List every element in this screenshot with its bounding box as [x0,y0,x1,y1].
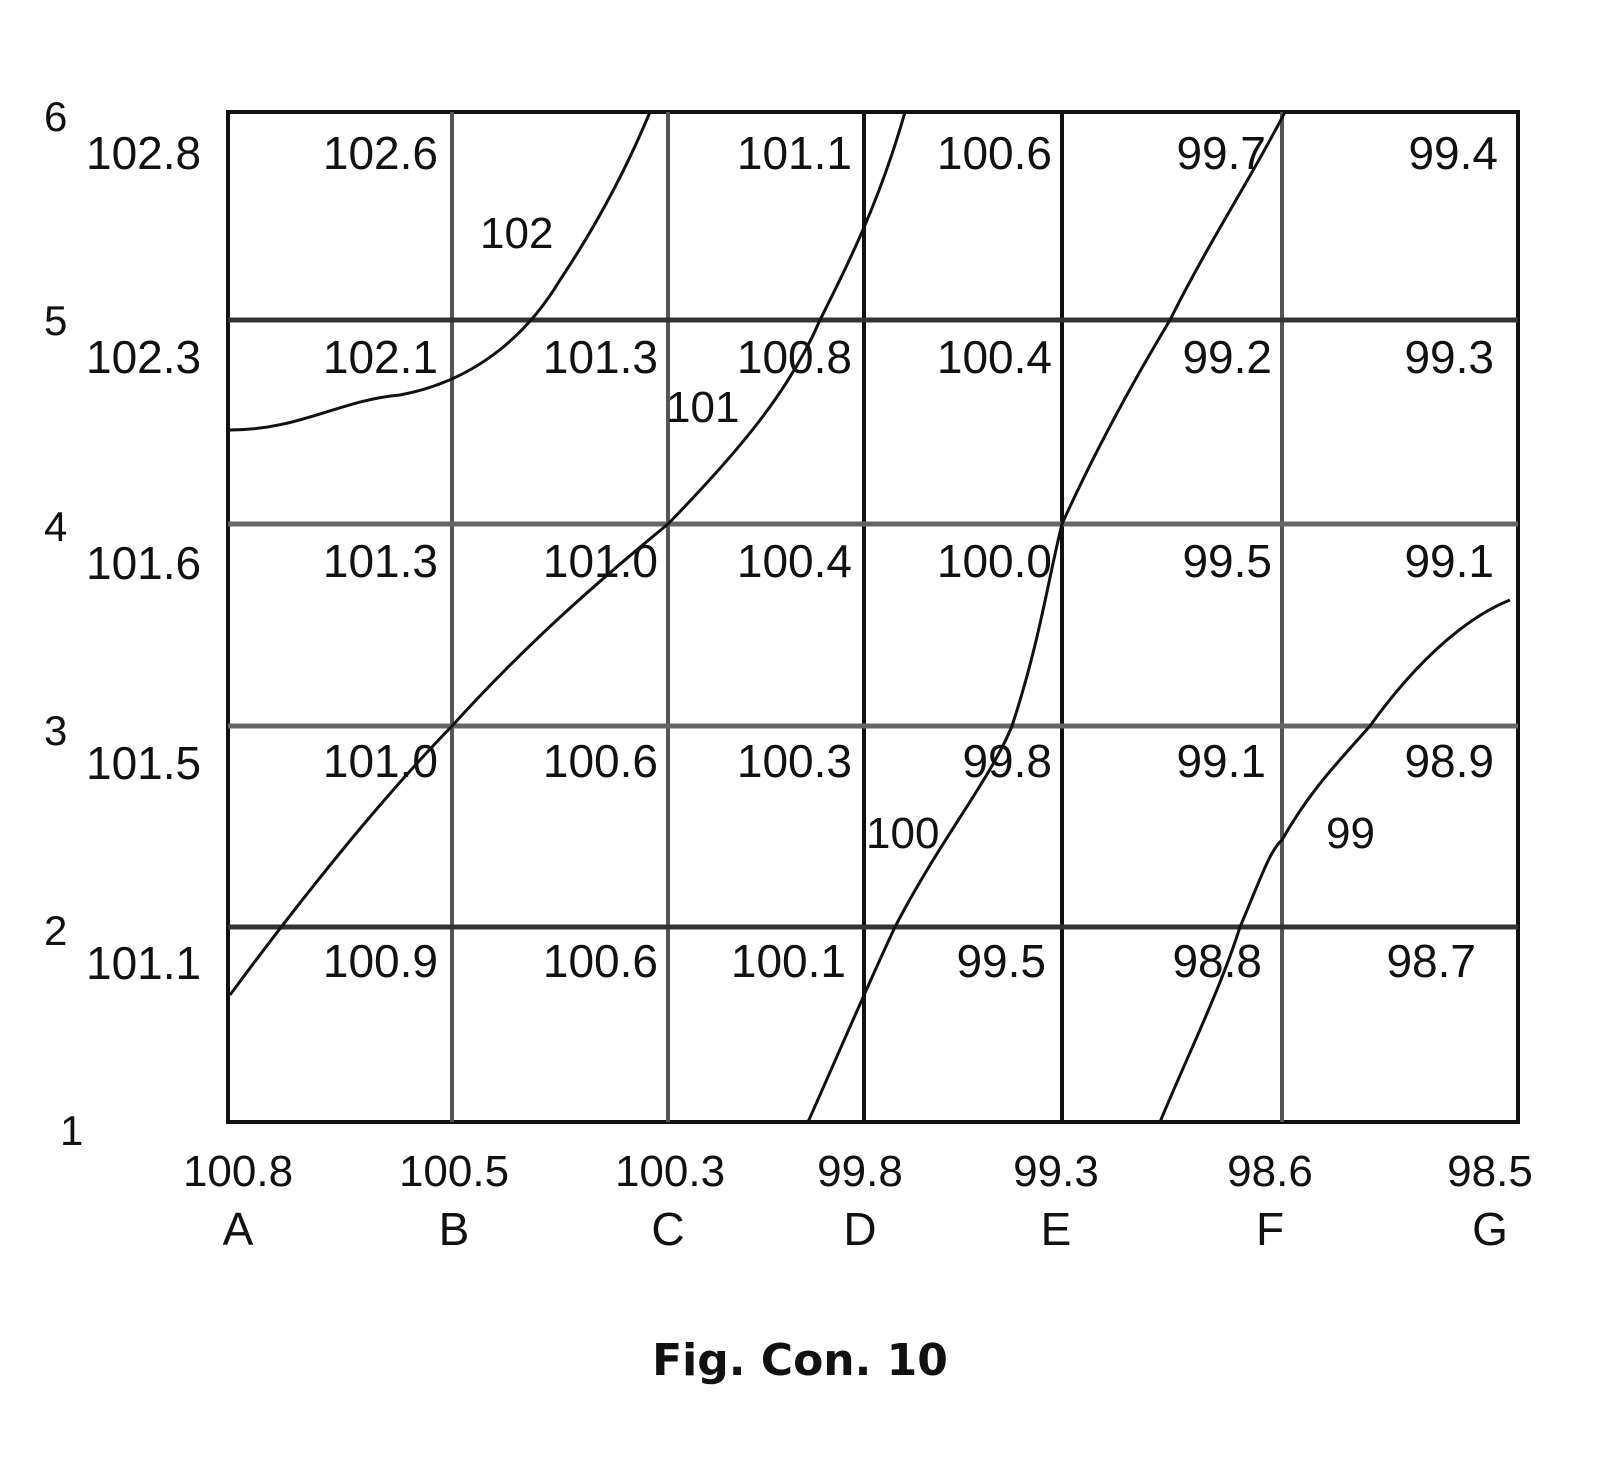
cell-value: 101.0 [542,535,658,587]
cell-value: 101.1 [736,127,852,179]
cell-value: 99.1 [1176,735,1266,787]
grid-frame [226,110,1520,1124]
column-value: 100.8 [182,1147,294,1196]
contour-label: 100 [866,809,940,858]
cell-value: 100.1 [730,935,846,987]
cell-value: 100.4 [936,331,1052,383]
figure-caption: Fig. Con. 10 [652,1335,948,1386]
column-letter: G [1472,1203,1508,1255]
cell-value: 98.7 [1386,935,1476,987]
cell-value: 99.5 [1182,535,1272,587]
cell-value: 101.0 [322,735,438,787]
row-value: 101.6 [86,537,202,589]
column-letter: D [843,1203,877,1255]
contour-102 [229,111,652,432]
cell-value: 99.3 [1404,331,1494,383]
contour-label: 101 [666,383,740,432]
row-number: 2 [44,907,68,954]
cell-value: 100.6 [936,127,1052,179]
cell-value: 100.6 [542,935,658,987]
cell-value: 99.5 [956,935,1046,987]
cell-value: 98.9 [1404,735,1494,787]
column-letter: B [438,1203,470,1255]
column-value: 98.6 [1227,1147,1313,1196]
column-letter: F [1255,1203,1285,1255]
column-value: 99.3 [1013,1147,1099,1196]
cell-value: 99.2 [1182,331,1272,383]
cell-value: 100.0 [936,535,1052,587]
contour-100 [806,111,1287,1123]
row-value: 101.5 [86,737,202,789]
cell-value: 100.9 [322,935,438,987]
cell-value: 101.3 [322,535,438,587]
column-value: 99.8 [817,1147,903,1196]
cell-value: 98.8 [1172,935,1262,987]
row-number: 1 [60,1107,84,1154]
cell-value: 100.3 [736,735,852,787]
cell-value: 99.8 [962,735,1052,787]
row-value: 101.1 [86,937,202,989]
cell-value: 101.3 [542,331,658,383]
contour-label: 99 [1326,809,1375,858]
column-value: 98.5 [1447,1147,1533,1196]
cell-value: 99.7 [1176,127,1266,179]
contour-label: 102 [480,209,554,258]
cell-value: 100.4 [736,535,852,587]
cell-value: 99.4 [1408,127,1498,179]
vertical-grid-lines [450,112,1284,1122]
column-letter: C [651,1203,685,1255]
column-letter: E [1040,1203,1072,1255]
cell-value: 102.1 [322,331,438,383]
contour-lines [228,111,1511,1123]
row-number: 4 [44,503,68,550]
row-value: 102.3 [86,331,202,383]
cell-value: 100.6 [542,735,658,787]
row-number: 6 [44,93,68,140]
column-value: 100.3 [614,1147,726,1196]
row-value: 102.8 [86,127,202,179]
column-letter: A [222,1203,254,1255]
horizontal-grid-lines [228,317,1518,930]
row-number: 5 [44,297,68,344]
contour-101 [228,111,907,996]
column-value: 100.5 [398,1147,510,1196]
cell-value: 100.8 [736,331,852,383]
cell-value: 102.6 [322,127,438,179]
row-number: 3 [44,707,68,754]
cell-value: 99.1 [1404,535,1494,587]
contour-99 [1158,598,1511,1123]
